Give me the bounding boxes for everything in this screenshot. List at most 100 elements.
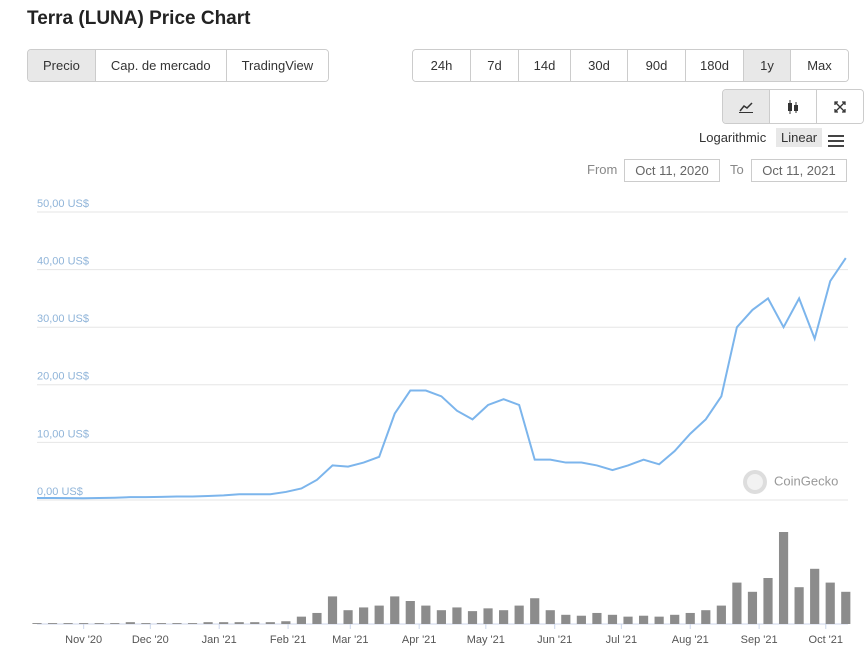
volume-bar xyxy=(187,623,198,624)
x-tick-label: Jun '21 xyxy=(537,634,572,646)
to-input[interactable]: Oct 11, 2021 xyxy=(751,159,847,182)
range-group: 24h 7d 14d 30d 90d 180d 1y Max xyxy=(412,49,849,82)
volume-bar xyxy=(701,610,711,624)
volume-bar xyxy=(281,621,291,624)
y-tick-label: 50,00 US$ xyxy=(37,198,89,210)
scale-option[interactable]: Logarithmic xyxy=(699,130,767,145)
button[interactable]: TradingView xyxy=(226,50,329,81)
scale-option[interactable]: Linear xyxy=(776,128,823,147)
volume-bar xyxy=(467,611,478,624)
volume-bar xyxy=(436,610,446,624)
watermark: CoinGecko xyxy=(774,473,838,488)
x-tick-label: Dec '20 xyxy=(132,634,169,646)
volume-bar xyxy=(141,623,151,624)
volume-bar xyxy=(732,582,742,624)
volume-bar xyxy=(63,623,73,624)
volume-bar xyxy=(374,605,384,624)
x-tick-label: Apr '21 xyxy=(402,634,437,646)
candlestick-button[interactable] xyxy=(770,90,817,123)
button[interactable]: 90d xyxy=(628,50,686,81)
volume-bar xyxy=(172,623,182,624)
fullscreen-button[interactable] xyxy=(817,90,863,123)
from-label: From xyxy=(587,162,618,177)
x-tick-label: Nov '20 xyxy=(65,634,102,646)
volume-bar xyxy=(825,582,835,624)
volume-bar xyxy=(343,610,353,624)
volume-bar xyxy=(530,598,540,624)
volume-bar xyxy=(47,623,58,624)
volume-bar xyxy=(359,607,369,624)
x-tick-label: Oct '21 xyxy=(809,634,844,646)
line-chart-button[interactable] xyxy=(723,90,770,123)
x-tick-label: Sep '21 xyxy=(741,634,778,646)
volume-bar xyxy=(203,622,213,624)
x-tick-label: Jul '21 xyxy=(606,634,637,646)
x-tick-label: Feb '21 xyxy=(270,634,306,646)
volume-bar xyxy=(110,623,120,624)
button[interactable]: Precio xyxy=(28,50,96,81)
volume-bar xyxy=(125,622,135,624)
volume-bar xyxy=(763,578,773,624)
volume-bar xyxy=(32,623,42,624)
volume-bar xyxy=(623,616,633,624)
x-tick-label: Jan '21 xyxy=(202,634,237,646)
volume-bar xyxy=(421,605,431,624)
y-tick-label: 20,00 US$ xyxy=(37,371,89,383)
to-label: To xyxy=(730,162,744,177)
volume-bar xyxy=(265,622,275,624)
button[interactable]: 24h xyxy=(413,50,471,81)
volume-bar xyxy=(545,610,555,624)
y-tick-label: 10,00 US$ xyxy=(37,428,89,440)
volume-bar xyxy=(794,587,804,624)
volume-bar xyxy=(327,596,338,624)
volume-bar xyxy=(234,622,244,624)
page-title: Terra (LUNA) Price Chart xyxy=(27,8,251,29)
volume-bar xyxy=(841,591,851,624)
volume-bar xyxy=(312,612,322,624)
volume-bar xyxy=(810,568,820,624)
button[interactable]: 7d xyxy=(471,50,519,81)
y-tick-label: 0,00 US$ xyxy=(37,486,83,498)
volume-bar xyxy=(592,612,602,624)
volume-bar xyxy=(747,591,758,624)
volume-bar xyxy=(250,622,260,624)
x-tick-label: Mar '21 xyxy=(332,634,368,646)
volume-bar xyxy=(499,610,509,624)
price-line xyxy=(37,257,847,500)
button[interactable]: Cap. de mercado xyxy=(95,50,227,81)
volume-bar xyxy=(219,622,229,624)
volume-bar xyxy=(405,601,415,624)
volume-bar xyxy=(670,614,680,624)
button[interactable]: 14d xyxy=(519,50,571,81)
volume-bar xyxy=(561,614,571,624)
button[interactable]: Max xyxy=(791,50,848,81)
from-input[interactable]: Oct 11, 2020 xyxy=(624,159,720,182)
volume-bar xyxy=(156,623,167,624)
volume-bar xyxy=(296,616,306,624)
volume-bar xyxy=(638,615,649,624)
volume-bar xyxy=(607,614,618,624)
volume-bar xyxy=(778,532,789,624)
volume-bar xyxy=(94,623,104,624)
volume-bar xyxy=(654,616,664,624)
button[interactable]: 1y xyxy=(744,50,791,81)
volume-bar xyxy=(79,623,89,624)
y-tick-label: 40,00 US$ xyxy=(37,256,89,268)
volume-bar xyxy=(716,605,726,624)
volume-bar xyxy=(390,596,400,624)
y-tick-label: 30,00 US$ xyxy=(37,313,89,325)
volume-bar xyxy=(685,612,695,624)
button[interactable]: 30d xyxy=(571,50,628,81)
volume-bar xyxy=(483,608,493,624)
button[interactable]: 180d xyxy=(686,50,744,81)
volume-bar xyxy=(452,607,462,624)
x-tick-label: May '21 xyxy=(467,634,505,646)
x-tick-label: Aug '21 xyxy=(672,634,709,646)
watermark-logo xyxy=(747,474,763,490)
menu-icon[interactable] xyxy=(828,134,844,148)
chart-kind-group xyxy=(722,89,864,124)
volume-bar xyxy=(576,615,586,624)
volume-bar xyxy=(514,605,524,624)
